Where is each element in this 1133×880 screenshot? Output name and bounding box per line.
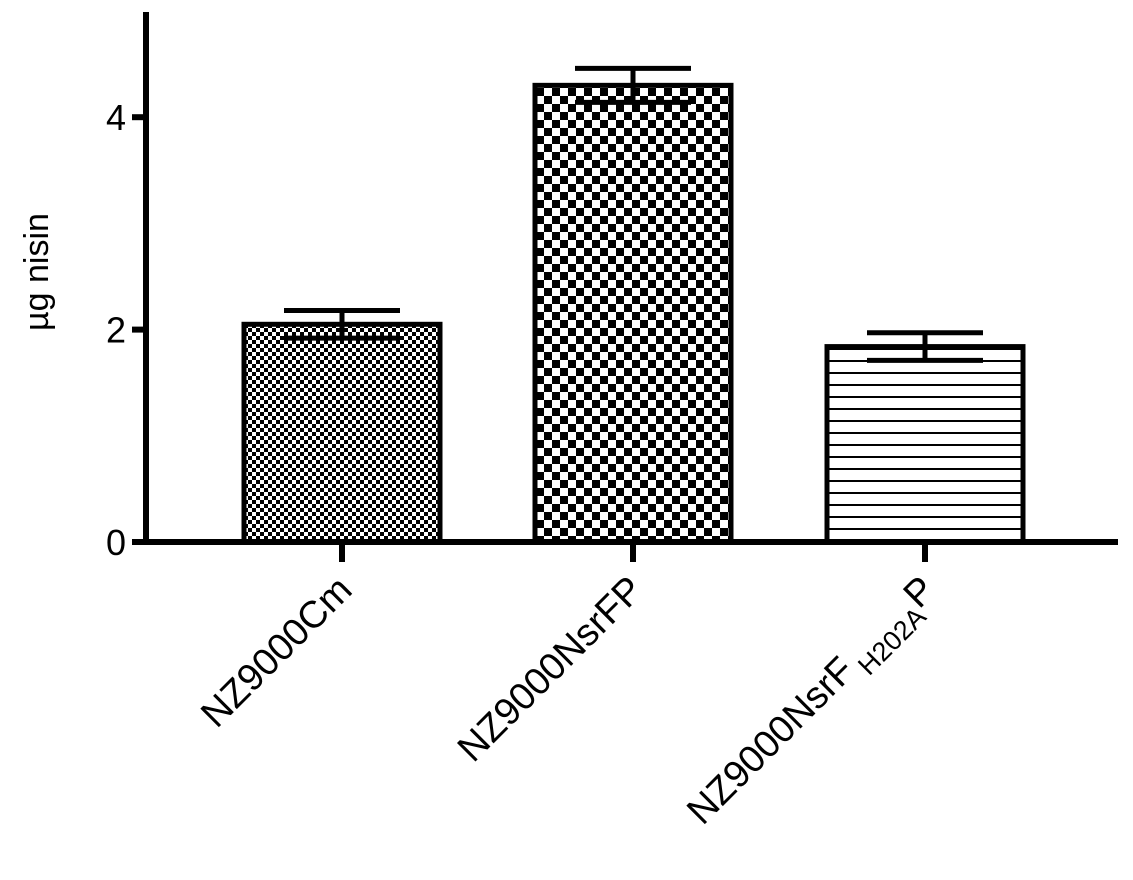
y-axis: 0 2 4 [106, 12, 149, 563]
y-tick-label: 4 [106, 97, 126, 138]
x-tick-label: NZ9000NsrFH202AP [679, 569, 949, 839]
bar [824, 344, 1026, 545]
bar [532, 82, 734, 545]
x-axis: NZ9000Cm NZ9000NsrFP NZ9000NsrFH202AP [143, 539, 1118, 839]
x-tick-label: NZ9000NsrFP [450, 569, 651, 770]
y-axis-label: µg nisin [18, 213, 56, 331]
y-tick-label: 2 [106, 310, 126, 351]
y-tick-label: 0 [106, 522, 126, 563]
x-tick-label: NZ9000Cm [193, 569, 360, 736]
bars [241, 65, 1026, 545]
bar [241, 321, 443, 545]
